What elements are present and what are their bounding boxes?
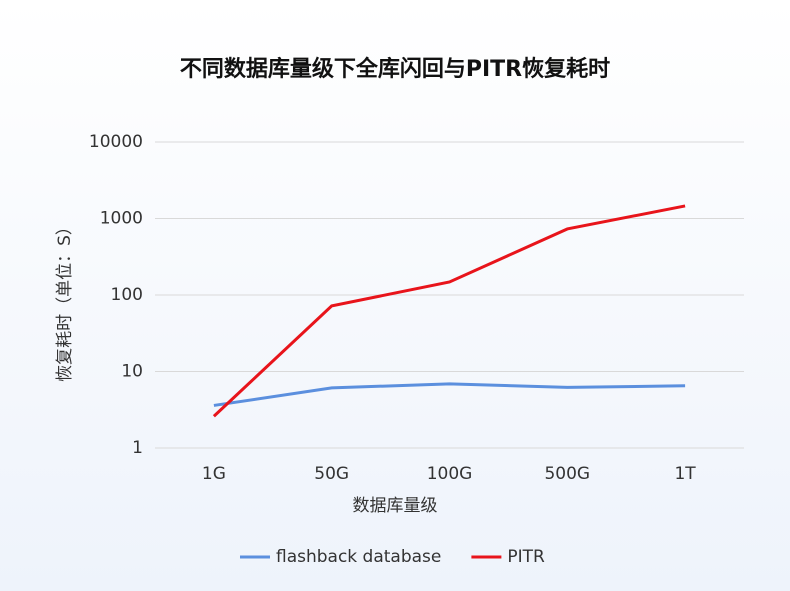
x-tick-label: 500G <box>544 464 590 484</box>
x-tick-label: 50G <box>314 464 349 484</box>
y-tick-label: 10 <box>121 362 143 382</box>
legend-label: PITR <box>507 547 545 567</box>
data-line <box>212 204 686 418</box>
y-tick-label: 100 <box>111 285 143 305</box>
legend-label: flashback database <box>276 547 441 567</box>
y-tick-label: 10000 <box>89 132 143 152</box>
data-line <box>213 382 686 407</box>
x-tick-label: 1G <box>202 464 226 484</box>
x-axis-label: 数据库量级 <box>353 496 438 516</box>
y-axis-label: 恢复耗时（单位：S） <box>55 218 75 382</box>
x-tick-label: 1T <box>674 464 696 484</box>
chart-title: 不同数据库量级下全库闪回与PITR恢复耗时 <box>180 56 610 82</box>
x-tick-label: 100G <box>427 464 473 484</box>
y-tick-label: 1 <box>132 438 143 458</box>
y-tick-label: 1000 <box>100 209 143 229</box>
